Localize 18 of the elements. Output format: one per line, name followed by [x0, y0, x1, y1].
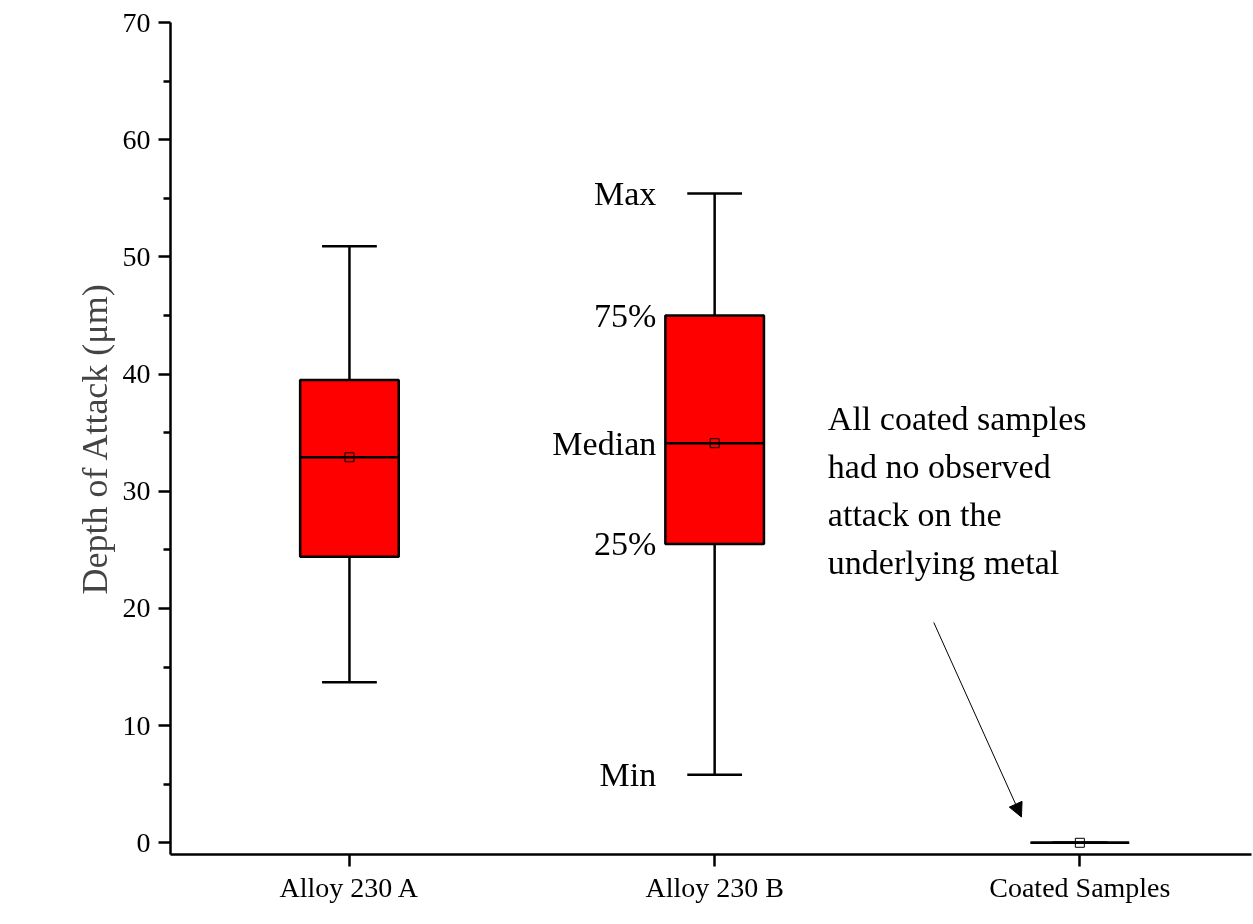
- annotation: 25%: [593, 525, 657, 563]
- y-tick-label: 50: [122, 240, 151, 272]
- y-tick-label: 40: [122, 358, 151, 390]
- annotation: Min: [599, 756, 657, 794]
- annotation: All coated samples had no observed attack on the underlying metal: [827, 399, 1087, 582]
- y-tick-label: 0: [136, 826, 151, 858]
- annotation: Max: [593, 175, 657, 213]
- y-tick-label: 20: [122, 592, 151, 624]
- x-tick-label: Alloy 230 A: [279, 871, 419, 903]
- y-tick-label: 30: [122, 475, 151, 507]
- y-tick-label: 10: [122, 709, 151, 741]
- y-tick-label: 70: [122, 6, 151, 38]
- x-tick-label: Alloy 230 B: [645, 871, 784, 903]
- y-axis-title: Depth of Attack (μm): [74, 284, 115, 595]
- y-tick-label: 60: [122, 123, 151, 155]
- x-tick-label: Coated Samples: [989, 871, 1171, 903]
- annotation: Median: [552, 424, 657, 462]
- annotation: 75%: [593, 296, 657, 334]
